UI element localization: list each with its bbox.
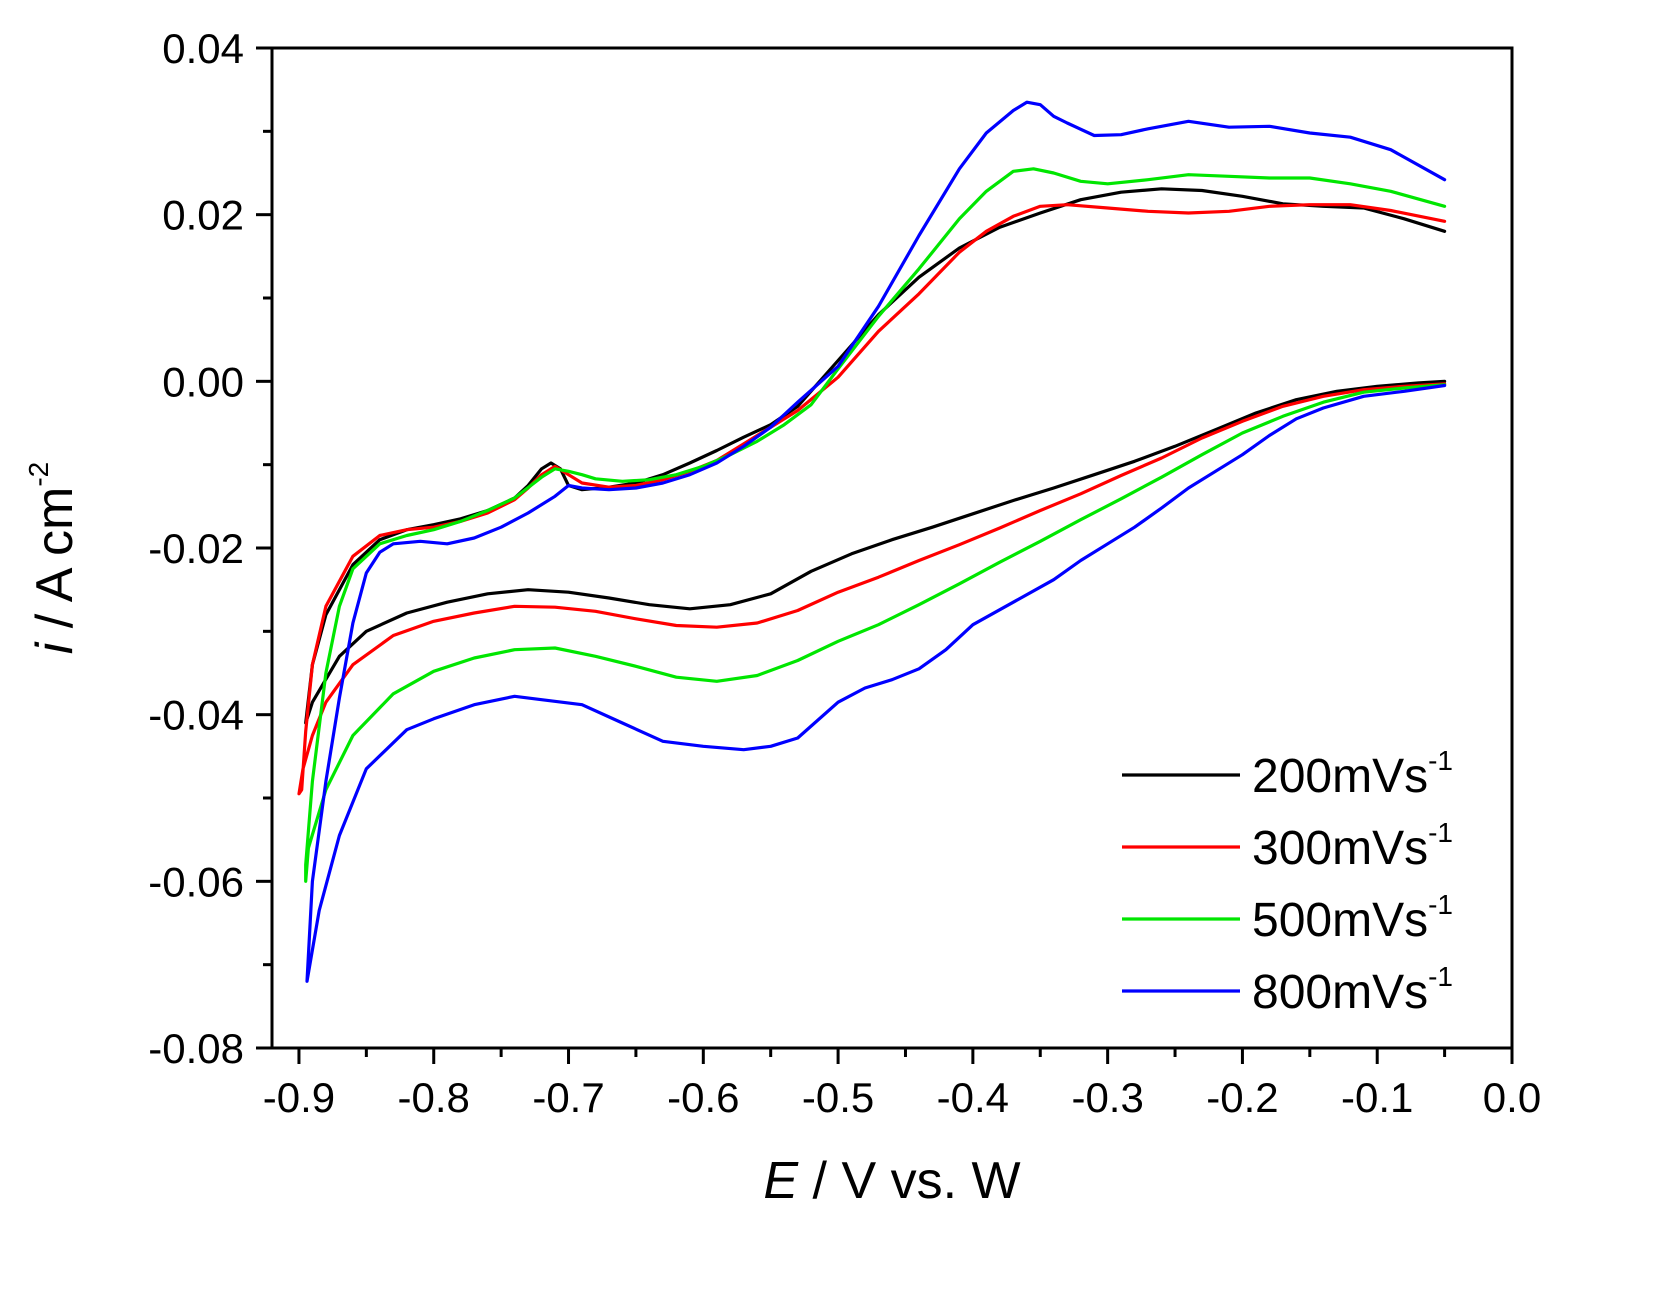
x-axis-title-symbol: E: [763, 1152, 799, 1210]
legend-label: 300mVs-1: [1252, 817, 1453, 875]
y-axis-title-symbol: i: [26, 641, 84, 654]
legend-label-text: 500mVs: [1252, 894, 1428, 947]
legend-label-text: 300mVs: [1252, 822, 1428, 875]
y-tick-label: 0.04: [162, 25, 244, 72]
y-tick-label: -0.04: [148, 692, 244, 739]
y-tick-label: -0.08: [148, 1025, 244, 1072]
x-tick-label: -0.3: [1071, 1074, 1143, 1121]
y-tick-label: 0.02: [162, 192, 244, 239]
y-tick-label: -0.06: [148, 858, 244, 905]
x-tick-label: -0.5: [802, 1074, 874, 1121]
y-tick-label: -0.02: [148, 525, 244, 572]
x-axis-title: E / V vs. W: [763, 1152, 1020, 1210]
y-tick-label: 0.00: [162, 358, 244, 405]
series-line-800mvs-3: [305, 100, 1447, 983]
y-axis-title: i / A cm-2: [23, 462, 84, 655]
x-tick-label: -0.7: [532, 1074, 604, 1121]
legend-label-exponent: -1: [1428, 745, 1453, 776]
x-axis: -0.9 -0.8 -0.7 -0.6 -0.5 -0.4 -0.3 -0.2 -0.1 0.0: [263, 1048, 1541, 1121]
legend-label-exponent: -1: [1428, 961, 1453, 992]
x-tick-label: -0.1: [1341, 1074, 1413, 1121]
x-tick-label: -0.6: [667, 1074, 739, 1121]
series-layer: [297, 100, 1447, 983]
legend-label-exponent: -1: [1428, 817, 1453, 848]
legend-label: 500mVs-1: [1252, 889, 1453, 947]
x-tick-label: -0.8: [398, 1074, 470, 1121]
x-tick-label: -0.4: [937, 1074, 1009, 1121]
legend-label-text: 200mVs: [1252, 750, 1428, 803]
legend-label: 800mVs-1: [1252, 961, 1453, 1019]
legend-label-exponent: -1: [1428, 889, 1453, 920]
y-axis: -0.08 -0.06 -0.04 -0.02 0.00 0.02 0.04: [148, 25, 272, 1072]
series-line-300mvs-1: [297, 203, 1447, 796]
series-line-500mvs-2: [304, 167, 1447, 883]
y-axis-title-unit: / A cm: [26, 487, 84, 643]
legend-label: 200mVs-1: [1252, 745, 1453, 803]
x-tick-label: 0.0: [1483, 1074, 1541, 1121]
x-tick-label: -0.9: [263, 1074, 335, 1121]
y-axis-title-exponent: -2: [23, 462, 54, 487]
x-axis-title-unit: / V vs. W: [798, 1152, 1020, 1210]
x-tick-label: -0.2: [1206, 1074, 1278, 1121]
legend-label-text: 800mVs: [1252, 966, 1428, 1019]
